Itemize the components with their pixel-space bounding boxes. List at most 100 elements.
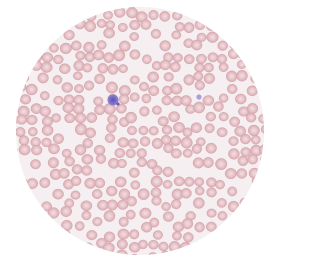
red-blood-cell (18, 222, 28, 231)
red-blood-cell (106, 186, 117, 196)
red-blood-cell (71, 191, 80, 200)
red-blood-cell (170, 62, 180, 72)
red-blood-cell (53, 55, 63, 64)
red-blood-cell (40, 242, 50, 252)
red-blood-cell (228, 1, 239, 11)
red-blood-cell (207, 209, 217, 218)
red-blood-cell (85, 128, 96, 138)
red-blood-cell (148, 86, 159, 96)
red-blood-cell (206, 22, 216, 31)
red-blood-cell (219, 63, 228, 72)
red-blood-cell (247, 210, 258, 220)
red-blood-cell (61, 220, 72, 231)
red-blood-cell (261, 191, 270, 200)
red-blood-cell (119, 217, 129, 227)
red-blood-cell (127, 126, 136, 135)
red-blood-cell (151, 188, 161, 198)
red-blood-cell (184, 54, 194, 64)
red-blood-cell (193, 158, 204, 169)
red-blood-cell (261, 83, 272, 94)
red-blood-cell (30, 159, 40, 169)
red-blood-cell (96, 154, 106, 164)
red-blood-cell (181, 188, 192, 198)
red-blood-cell (81, 201, 92, 211)
red-blood-cell (171, 199, 181, 209)
red-blood-cell (251, 243, 262, 253)
red-blood-cell (138, 240, 147, 249)
red-blood-cell (72, 164, 82, 174)
red-blood-cell (19, 144, 30, 155)
red-blood-cell (260, 219, 272, 229)
red-blood-cell (41, 62, 52, 73)
red-blood-cell (163, 180, 172, 188)
red-blood-cell (193, 198, 204, 209)
red-blood-cell (128, 139, 138, 148)
red-blood-cell (150, 218, 159, 227)
red-blood-cell (217, 128, 227, 137)
red-blood-cell (4, 206, 14, 216)
red-blood-cell (237, 49, 247, 59)
red-blood-cell (6, 197, 15, 206)
red-blood-cell (52, 9, 63, 19)
red-blood-cell (203, 157, 214, 167)
red-blood-cell (126, 149, 136, 158)
red-blood-cell (248, 40, 258, 49)
red-blood-cell (75, 0, 85, 7)
red-blood-cell (183, 149, 192, 158)
red-blood-cell (19, 53, 30, 63)
red-blood-cell (48, 208, 59, 219)
red-blood-cell (227, 84, 237, 94)
red-blood-cell (251, 73, 262, 83)
red-blood-cell (18, 73, 29, 83)
red-blood-cell (130, 76, 139, 84)
red-blood-cell (206, 0, 217, 8)
red-blood-cell (184, 22, 194, 32)
red-blood-cell (17, 82, 26, 91)
red-blood-cell (98, 63, 108, 73)
red-blood-cell (94, 74, 104, 84)
red-blood-cell (228, 201, 239, 212)
red-blood-cell (26, 228, 38, 238)
red-blood-cell (218, 41, 228, 51)
red-blood-cell (238, 212, 248, 222)
red-blood-cell (86, 11, 96, 21)
red-blood-cell (31, 0, 41, 8)
red-blood-cell (260, 32, 270, 42)
red-blood-cell (259, 114, 269, 123)
red-blood-cell (248, 31, 259, 41)
red-blood-cell (153, 231, 163, 240)
red-blood-cell (248, 154, 258, 164)
red-blood-cell (42, 232, 52, 242)
red-blood-cell (82, 154, 93, 164)
red-blood-cell (59, 64, 70, 74)
red-blood-cell (7, 0, 19, 8)
red-blood-cell (49, 44, 58, 53)
red-blood-cell (40, 178, 50, 188)
red-blood-cell (29, 28, 39, 38)
red-blood-cell (52, 114, 61, 123)
red-blood-cell (184, 75, 195, 86)
red-blood-cell (241, 147, 251, 156)
red-blood-cell (40, 91, 49, 100)
red-blood-cell (184, 177, 194, 186)
red-blood-cell (85, 253, 96, 258)
red-blood-cell (64, 254, 73, 258)
red-blood-cell (164, 72, 174, 81)
red-blood-cell (238, 253, 247, 258)
red-blood-cell (217, 54, 227, 64)
red-blood-cell (31, 60, 42, 70)
red-blood-cell (18, 243, 29, 254)
red-blood-cell (171, 83, 183, 94)
red-blood-cell (259, 145, 270, 156)
red-blood-cell (206, 143, 217, 153)
red-blood-cell (228, 187, 237, 196)
red-blood-cell (75, 145, 86, 156)
red-blood-cell (87, 113, 97, 123)
red-blood-cell (192, 144, 202, 154)
red-blood-cell (159, 242, 169, 251)
red-blood-cell (240, 198, 249, 207)
red-blood-cell (129, 230, 139, 240)
red-blood-cell (9, 239, 19, 248)
red-blood-cell (229, 137, 239, 146)
platelet (116, 102, 119, 105)
